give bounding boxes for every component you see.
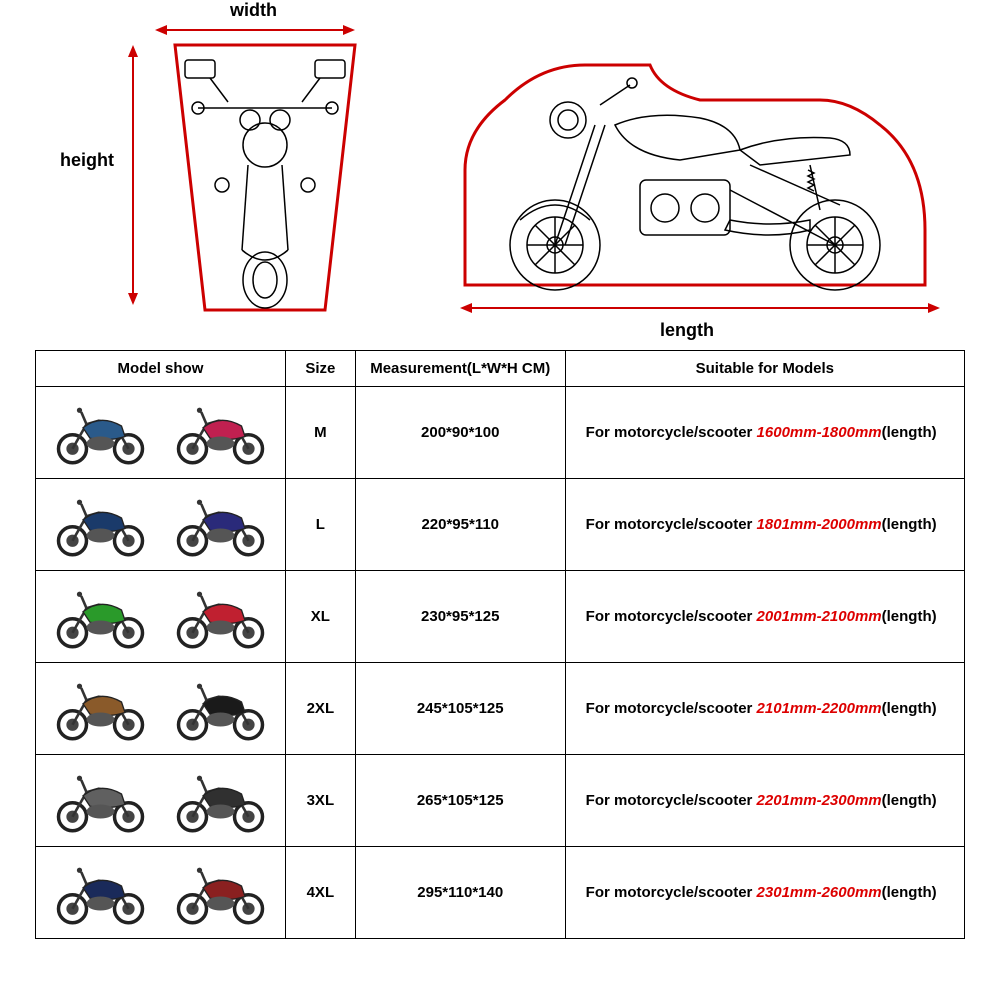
measurement-cell: 200*90*100 (355, 387, 565, 479)
motorcycle-icon (168, 766, 273, 836)
header-measurement: Measurement(L*W*H CM) (355, 351, 565, 387)
size-cell: 3XL (285, 755, 355, 847)
diagram-area: width height (0, 0, 1000, 350)
model-cell (36, 755, 286, 847)
motorcycle-icon (168, 858, 273, 928)
model-cell (36, 847, 286, 939)
suitable-cell: For motorcycle/scooter 1600mm-1800mm(len… (565, 387, 964, 479)
model-cell (36, 663, 286, 755)
measurement-cell: 245*105*125 (355, 663, 565, 755)
table-row: 2XL 245*105*125 For motorcycle/scooter 2… (36, 663, 965, 755)
measurement-cell: 230*95*125 (355, 571, 565, 663)
suitable-cell: For motorcycle/scooter 2201mm-2300mm(len… (565, 755, 964, 847)
size-cell: 2XL (285, 663, 355, 755)
front-view-diagram (150, 20, 380, 330)
table-row: 3XL 265*105*125 For motorcycle/scooter 2… (36, 755, 965, 847)
motorcycle-icon (168, 398, 273, 468)
header-model: Model show (36, 351, 286, 387)
motorcycle-icon (168, 490, 273, 560)
motorcycle-icon (48, 858, 153, 928)
suitable-cell: For motorcycle/scooter 1801mm-2000mm(len… (565, 479, 964, 571)
size-cell: 4XL (285, 847, 355, 939)
measurement-cell: 220*95*110 (355, 479, 565, 571)
measurement-cell: 295*110*140 (355, 847, 565, 939)
suitable-cell: For motorcycle/scooter 2301mm-2600mm(len… (565, 847, 964, 939)
length-label: length (660, 320, 714, 341)
model-cell (36, 571, 286, 663)
table-row: 4XL 295*110*140 For motorcycle/scooter 2… (36, 847, 965, 939)
motorcycle-icon (48, 766, 153, 836)
side-view-diagram (450, 30, 940, 340)
model-cell (36, 387, 286, 479)
header-size: Size (285, 351, 355, 387)
motorcycle-icon (168, 582, 273, 652)
table-row: L 220*95*110 For motorcycle/scooter 1801… (36, 479, 965, 571)
height-label: height (60, 150, 114, 171)
motorcycle-icon (48, 490, 153, 560)
height-arrow (125, 45, 141, 305)
width-label: width (230, 0, 277, 21)
size-cell: XL (285, 571, 355, 663)
motorcycle-icon (168, 674, 273, 744)
suitable-cell: For motorcycle/scooter 2001mm-2100mm(len… (565, 571, 964, 663)
table-row: M 200*90*100 For motorcycle/scooter 1600… (36, 387, 965, 479)
size-table: Model show Size Measurement(L*W*H CM) Su… (35, 350, 965, 939)
length-arrow (460, 300, 940, 316)
size-cell: M (285, 387, 355, 479)
model-cell (36, 479, 286, 571)
size-cell: L (285, 479, 355, 571)
motorcycle-icon (48, 582, 153, 652)
header-suitable: Suitable for Models (565, 351, 964, 387)
suitable-cell: For motorcycle/scooter 2101mm-2200mm(len… (565, 663, 964, 755)
motorcycle-icon (48, 398, 153, 468)
motorcycle-icon (48, 674, 153, 744)
table-row: XL 230*95*125 For motorcycle/scooter 200… (36, 571, 965, 663)
table-header-row: Model show Size Measurement(L*W*H CM) Su… (36, 351, 965, 387)
measurement-cell: 265*105*125 (355, 755, 565, 847)
